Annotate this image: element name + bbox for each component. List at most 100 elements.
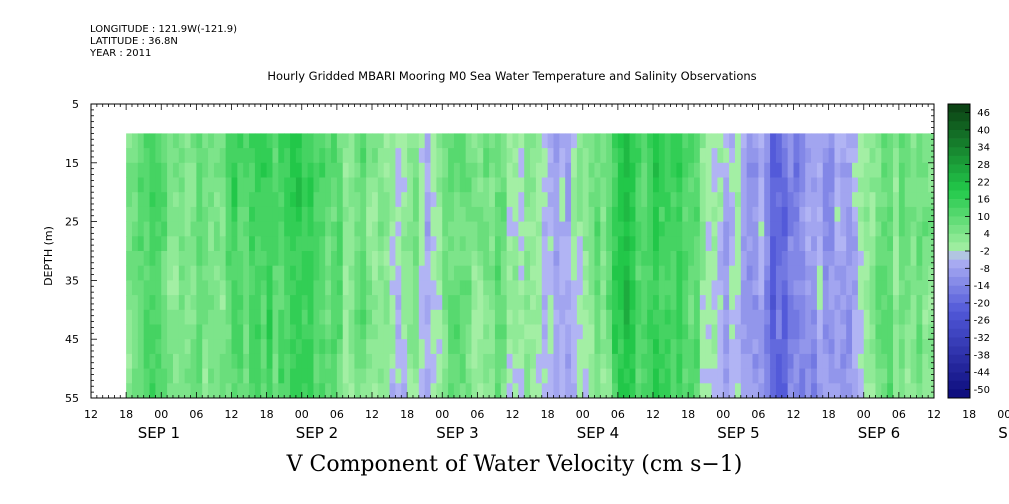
heatmap-cell xyxy=(582,236,589,252)
heatmap-cell xyxy=(805,295,812,311)
heatmap-cell xyxy=(412,206,420,222)
heatmap-cell xyxy=(278,383,285,399)
heatmap-cell xyxy=(178,148,186,164)
heatmap-cell xyxy=(717,280,724,296)
heatmap-cell xyxy=(459,236,467,252)
heatmap-cell xyxy=(734,353,742,369)
heatmap-cell xyxy=(541,383,549,399)
heatmap-cell xyxy=(653,177,660,193)
heatmap-cell xyxy=(822,206,830,222)
heatmap-cell xyxy=(887,162,894,178)
heatmap-cell xyxy=(729,295,736,311)
heatmap-cell xyxy=(811,324,818,340)
heatmap-cell xyxy=(389,162,396,178)
heatmap-cell xyxy=(535,324,543,340)
heatmap-cell xyxy=(453,353,461,369)
heatmap-cell xyxy=(418,133,426,149)
heatmap-cell xyxy=(249,236,256,252)
heatmap-cell xyxy=(881,280,888,296)
heatmap-cell xyxy=(313,339,320,355)
heatmap-cell xyxy=(881,309,888,325)
heatmap-cell xyxy=(512,148,519,164)
heatmap-cell xyxy=(664,192,671,208)
heatmap-cell xyxy=(600,221,607,237)
heatmap-cell xyxy=(922,133,929,149)
heatmap-cell xyxy=(348,162,355,178)
heatmap-cell xyxy=(494,339,502,355)
heatmap-cell xyxy=(559,339,566,355)
heatmap-cell xyxy=(237,339,244,355)
heatmap-cell xyxy=(348,251,355,267)
heatmap-cell xyxy=(237,148,244,164)
heatmap-cell xyxy=(395,221,402,237)
heatmap-cell xyxy=(916,295,923,311)
heatmap-cell xyxy=(623,162,630,178)
heatmap-cell xyxy=(875,162,882,178)
heatmap-cell xyxy=(770,148,777,164)
heatmap-cell xyxy=(254,206,262,222)
heatmap-cell xyxy=(208,324,215,340)
heatmap-cell xyxy=(284,148,291,164)
heatmap-cell xyxy=(752,192,759,208)
heatmap-cell xyxy=(530,368,537,384)
heatmap-cell xyxy=(366,368,373,384)
heatmap-cell xyxy=(412,309,420,325)
heatmap-cell xyxy=(372,192,379,208)
heatmap-cell xyxy=(518,295,525,311)
heatmap-cell xyxy=(834,309,841,325)
heatmap-cell xyxy=(752,236,759,252)
heatmap-cell xyxy=(787,309,794,325)
heatmap-cell xyxy=(219,339,227,355)
heatmap-cell xyxy=(366,265,373,281)
heatmap-cell xyxy=(623,236,630,252)
heatmap-cell xyxy=(828,133,835,149)
heatmap-cell xyxy=(331,192,338,208)
heatmap-cell xyxy=(366,206,373,222)
heatmap-cell xyxy=(430,383,437,399)
heatmap-cell xyxy=(799,295,806,311)
heatmap-cell xyxy=(571,206,578,222)
heatmap-cell xyxy=(213,324,221,340)
heatmap-cell xyxy=(471,251,478,267)
heatmap-cell xyxy=(787,265,794,281)
heatmap-cell xyxy=(348,309,355,325)
heatmap-cell xyxy=(904,177,911,193)
heatmap-cell xyxy=(395,383,402,399)
heatmap-cell xyxy=(565,206,572,222)
heatmap-cell xyxy=(676,339,683,355)
heatmap-cell xyxy=(863,339,870,355)
heatmap-cell xyxy=(664,324,671,340)
heatmap-cell xyxy=(483,295,490,311)
heatmap-cell xyxy=(126,339,133,355)
heatmap-cell xyxy=(319,177,326,193)
heatmap-cell xyxy=(196,324,203,340)
heatmap-cell xyxy=(149,206,156,222)
heatmap-cell xyxy=(629,192,636,208)
colorbar-bin xyxy=(948,346,970,356)
heatmap-cell xyxy=(916,265,923,281)
heatmap-cell xyxy=(237,309,244,325)
heatmap-cell xyxy=(582,353,589,369)
heatmap-cell xyxy=(448,324,455,340)
heatmap-cell xyxy=(723,162,730,178)
heatmap-cell xyxy=(190,236,197,252)
heatmap-cell xyxy=(594,295,601,311)
heatmap-cell xyxy=(869,192,876,208)
heatmap-cell xyxy=(161,236,168,252)
heatmap-cell xyxy=(231,295,238,311)
heatmap-cell xyxy=(729,309,736,325)
heatmap-cell xyxy=(553,265,560,281)
heatmap-cell xyxy=(781,295,789,311)
heatmap-cell xyxy=(781,280,789,296)
heatmap-cell xyxy=(916,206,923,222)
heatmap-cell xyxy=(231,192,238,208)
heatmap-cell xyxy=(840,221,847,237)
x-hour-tick-label: 18 xyxy=(681,408,695,421)
heatmap-cell xyxy=(875,206,882,222)
heatmap-cell xyxy=(389,192,396,208)
heatmap-cell xyxy=(893,251,900,267)
heatmap-cell xyxy=(658,236,666,252)
heatmap-cell xyxy=(524,339,531,355)
colorbar-bin xyxy=(948,138,970,148)
heatmap-cell xyxy=(799,162,806,178)
